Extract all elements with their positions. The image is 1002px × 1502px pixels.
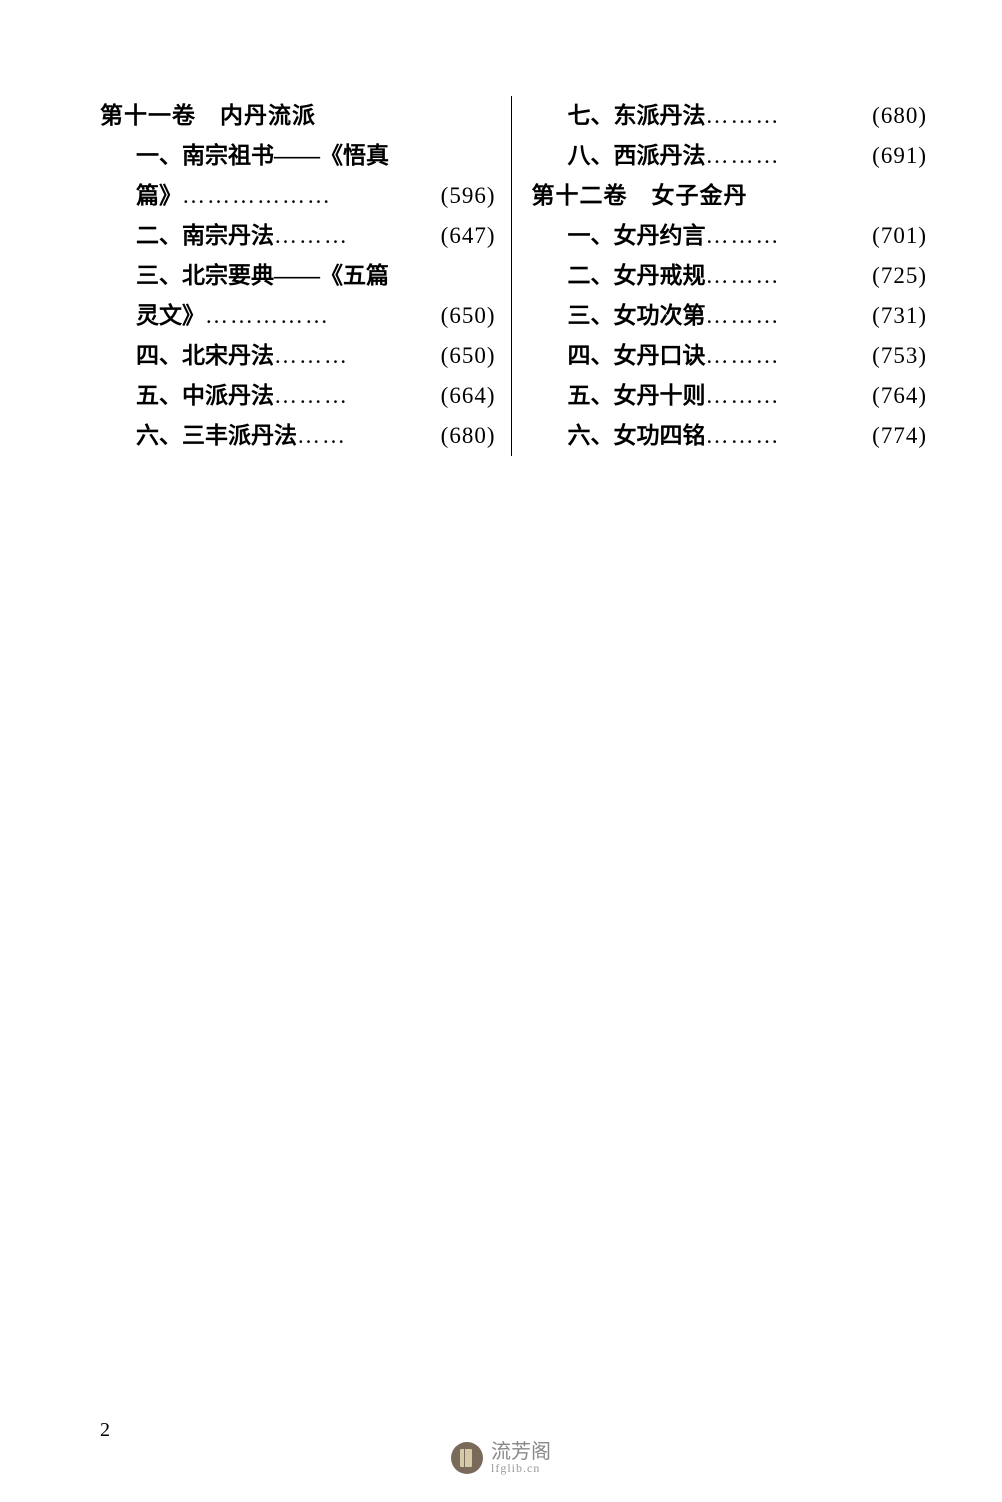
toc-entry: 二、南宗丹法 ……… (647) (100, 216, 496, 256)
entry-page: (753) (872, 336, 927, 376)
entry-page: (731) (872, 296, 927, 336)
toc-entry: 四、北宋丹法 ……… (650) (100, 336, 496, 376)
entry-page: (764) (872, 376, 927, 416)
entry-page: (647) (441, 216, 496, 256)
leader-dots: ……… (706, 136, 873, 176)
entry-text: 五、中派丹法 (136, 376, 274, 416)
leader-dots: ……… (706, 296, 873, 336)
watermark-cn: 流芳阁 (491, 1442, 551, 1462)
entry-page: (725) (872, 256, 927, 296)
entry-page: (650) (441, 296, 496, 336)
leader-dots: ……………… (182, 176, 441, 216)
leader-dots: ……… (706, 256, 873, 296)
entry-text: 八、西派丹法 (568, 136, 706, 176)
watermark: 流芳阁 lfglib.cn (451, 1442, 551, 1474)
toc-entry: 八、西派丹法 ……… (691) (532, 136, 928, 176)
leader-dots: ……… (706, 96, 873, 136)
toc-entry: 七、东派丹法 ……… (680) (532, 96, 928, 136)
toc-entry-continuation: 灵文》 …………… (650) (100, 296, 496, 336)
page-container: 第十一卷 内丹流派 一、南宗祖书——《悟真 篇》 ……………… (596) 二、… (0, 0, 1002, 1502)
toc-entry: 六、女功四铭 ……… (774) (532, 416, 928, 456)
leader-dots: ……… (706, 216, 873, 256)
entry-page: (650) (441, 336, 496, 376)
leader-dots: …………… (205, 296, 441, 336)
toc-entry: 五、女丹十则 ……… (764) (532, 376, 928, 416)
entry-text: 六、三丰派丹法 (136, 416, 297, 456)
toc-entry: 四、女丹口诀 ……… (753) (532, 336, 928, 376)
toc-entry: 三、女功次第 ……… (731) (532, 296, 928, 336)
entry-text: 五、女丹十则 (568, 376, 706, 416)
leader-dots: ……… (274, 376, 441, 416)
section-title-12: 第十二卷 女子金丹 (532, 176, 928, 216)
entry-text: 二、女丹戒规 (568, 256, 706, 296)
leader-dots: ……… (274, 216, 441, 256)
entry-text: 三、女功次第 (568, 296, 706, 336)
entry-page: (691) (872, 136, 927, 176)
leader-dots: ……… (274, 336, 441, 376)
leader-dots: …… (297, 416, 441, 456)
watermark-text: 流芳阁 lfglib.cn (491, 1442, 551, 1474)
toc-entry: 一、南宗祖书——《悟真 (100, 136, 496, 176)
leader-dots: ……… (706, 376, 873, 416)
entry-text: 七、东派丹法 (568, 96, 706, 136)
toc-entry: 五、中派丹法 ……… (664) (100, 376, 496, 416)
entry-text: 篇》 (136, 176, 182, 216)
toc-entry-continuation: 篇》 ……………… (596) (100, 176, 496, 216)
right-column: 七、东派丹法 ……… (680) 八、西派丹法 ……… (691) 第十二卷 女… (512, 96, 928, 456)
entry-text: 一、南宗祖书——《悟真 (136, 136, 389, 176)
entry-page: (596) (441, 176, 496, 216)
entry-page: (701) (872, 216, 927, 256)
toc-entry: 三、北宗要典——《五篇 (100, 256, 496, 296)
entry-page: (680) (872, 96, 927, 136)
content-columns: 第十一卷 内丹流派 一、南宗祖书——《悟真 篇》 ……………… (596) 二、… (100, 96, 927, 456)
toc-entry: 六、三丰派丹法 …… (680) (100, 416, 496, 456)
watermark-en: lfglib.cn (491, 1462, 551, 1474)
left-column: 第十一卷 内丹流派 一、南宗祖书——《悟真 篇》 ……………… (596) 二、… (100, 96, 512, 456)
page-number: 2 (100, 1419, 110, 1442)
entry-page: (664) (441, 376, 496, 416)
entry-text: 一、女丹约言 (568, 216, 706, 256)
section-title-11: 第十一卷 内丹流派 (100, 96, 496, 136)
entry-text: 二、南宗丹法 (136, 216, 274, 256)
entry-page: (680) (441, 416, 496, 456)
entry-page: (774) (872, 416, 927, 456)
watermark-book-icon (451, 1442, 483, 1474)
toc-entry: 一、女丹约言 ……… (701) (532, 216, 928, 256)
leader-dots: ……… (706, 336, 873, 376)
entry-text: 四、北宋丹法 (136, 336, 274, 376)
entry-text: 六、女功四铭 (568, 416, 706, 456)
entry-text: 三、北宗要典——《五篇 (136, 256, 389, 296)
entry-text: 灵文》 (136, 296, 205, 336)
leader-dots: ……… (706, 416, 873, 456)
entry-text: 四、女丹口诀 (568, 336, 706, 376)
toc-entry: 二、女丹戒规 ……… (725) (532, 256, 928, 296)
